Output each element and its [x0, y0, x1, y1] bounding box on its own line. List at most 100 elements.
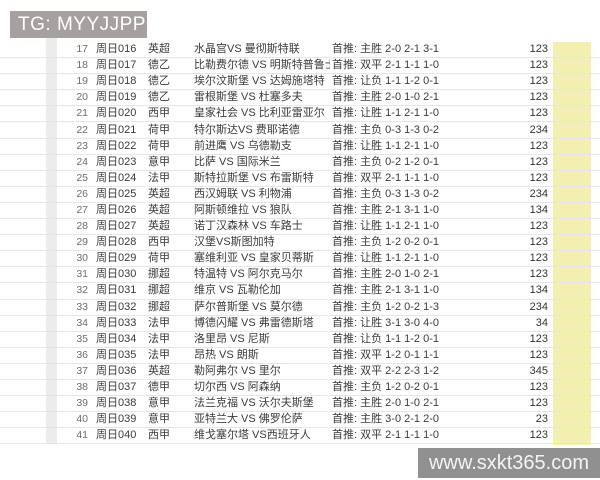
row-number: 18: [76, 59, 88, 72]
row-number: 27: [76, 203, 88, 216]
match-code: 周日026: [96, 203, 137, 216]
match-code: 周日016: [96, 43, 137, 56]
row-number: 23: [76, 139, 88, 152]
odds-value: 123: [529, 91, 548, 104]
recommendation: 首推: 双平 2-1 1-1 1-0: [332, 429, 439, 442]
match-code: 周日025: [96, 187, 137, 200]
odds-value: 123: [529, 220, 548, 233]
match-code: 周日027: [96, 220, 137, 233]
recommendation: 首推: 主胜 2-0 1-0 2-1: [332, 268, 439, 281]
recommendation: 首推: 双平 2-2 2-3 1-2: [332, 364, 439, 377]
row-number: 40: [76, 413, 88, 426]
matchup: 前进鹰 VS 乌德勒支: [194, 139, 292, 152]
recommendation: 首推: 让胜 1-1 2-1 1-0: [332, 252, 439, 265]
row-number: 28: [76, 220, 88, 233]
match-code: 周日032: [96, 300, 137, 313]
recommendation: 首推: 主负 1-2 0-2 0-1: [332, 381, 439, 394]
table-row: 26 周日025 英超 西汉姆联 VS 利物浦 首推: 主负 0-3 1-3 0…: [0, 187, 600, 203]
league-name: 意甲: [148, 155, 170, 168]
matchup: 法兰克福 VS 沃尔夫斯堡: [194, 397, 314, 410]
recommendation: 首推: 主胜 2-0 1-0 2-1: [332, 91, 439, 104]
recommendation: 首推: 双平 2-1 1-1 1-0: [332, 171, 439, 184]
league-name: 意甲: [148, 397, 170, 410]
match-code: 周日033: [96, 316, 137, 329]
match-code: 周日017: [96, 59, 137, 72]
site-watermark-text: www.sxkt365.com: [428, 452, 590, 474]
recommendation: 首推: 主负 0-3 1-3 0-2: [332, 187, 439, 200]
league-name: 挪超: [148, 284, 170, 297]
matchup: 亚特兰大 VS 佛罗伦萨: [194, 413, 303, 426]
league-name: 荷甲: [148, 252, 170, 265]
row-number: 39: [76, 397, 88, 410]
matchup: 诺丁汉森林 VS 车路士: [194, 220, 303, 233]
league-name: 荷甲: [148, 123, 170, 136]
odds-value: 123: [529, 43, 548, 56]
matchup: 斯特拉斯堡 VS 布雷斯特: [194, 171, 314, 184]
match-code: 周日020: [96, 107, 137, 120]
row-number: 41: [76, 429, 88, 442]
match-code: 周日028: [96, 236, 137, 249]
recommendation: 首推: 主负 1-2 0-2 1-3: [332, 300, 439, 313]
matchup: 阿斯顿维拉 VS 狼队: [194, 203, 292, 216]
table-row: 18 周日017 德乙 比勒费尔德 VS 明斯特普鲁士 首推: 双平 2-1 1…: [0, 58, 600, 75]
row-number: 21: [76, 107, 88, 120]
recommendation: 首推: 让胜 1-1 2-1 1-0: [332, 139, 439, 152]
league-name: 西甲: [148, 429, 170, 442]
row-number: 36: [76, 348, 88, 361]
table-row: 27 周日026 英超 阿斯顿维拉 VS 狼队 首推: 主胜 2-1 3-1 1…: [0, 203, 600, 220]
matchup: 萨尔普斯堡 VS 莫尔德: [194, 300, 303, 313]
odds-value: 134: [529, 203, 548, 216]
league-name: 英超: [148, 43, 170, 56]
row-number: 37: [76, 364, 88, 377]
table-row: 25 周日024 法甲 斯特拉斯堡 VS 布雷斯特 首推: 双平 2-1 1-1…: [0, 171, 600, 187]
league-name: 法甲: [148, 316, 170, 329]
league-name: 西甲: [148, 107, 170, 120]
table-row: 29 周日028 西甲 汉堡VS斯图加特 首推: 主负 1-2 0-2 0-1 …: [0, 235, 600, 252]
match-code: 周日034: [96, 332, 137, 345]
odds-value: 345: [529, 364, 548, 377]
recommendation: 首推: 主胜 2-0 1-0 2-1: [332, 397, 439, 410]
matchup: 特温特 VS 阿尔克马尔: [194, 268, 303, 281]
row-number: 17: [76, 43, 88, 56]
row-number: 33: [76, 300, 88, 313]
row-number: 38: [76, 381, 88, 394]
match-code: 周日021: [96, 123, 137, 136]
match-code: 周日024: [96, 171, 137, 184]
recommendation: 首推: 主胜 2-0 2-1 3-1: [332, 43, 439, 56]
table-row: 23 周日022 荷甲 前进鹰 VS 乌德勒支 首推: 让胜 1-1 2-1 1…: [0, 139, 600, 155]
row-number: 30: [76, 252, 88, 265]
tg-watermark: TG: MYYJJPP: [10, 11, 147, 38]
recommendation: 首推: 主负 0-3 1-3 0-2: [332, 123, 439, 136]
matchup: 水晶宫VS 曼彻斯特联: [194, 43, 300, 56]
table-row: 39 周日038 意甲 法兰克福 VS 沃尔夫斯堡 首推: 主胜 2-0 1-0…: [0, 396, 600, 413]
matchup: 特尔斯达VS 费耶诺德: [194, 123, 300, 136]
league-name: 德乙: [148, 75, 170, 88]
league-name: 英超: [148, 364, 170, 377]
match-code: 周日035: [96, 348, 137, 361]
recommendation: 首推: 主胜 2-1 3-1 1-0: [332, 203, 439, 216]
recommendation: 首推: 主胜 2-1 3-1 1-0: [332, 284, 439, 297]
league-name: 英超: [148, 203, 170, 216]
row-number: 35: [76, 332, 88, 345]
matchup: 汉堡VS斯图加特: [194, 236, 275, 249]
league-name: 英超: [148, 220, 170, 233]
row-number: 29: [76, 236, 88, 249]
league-name: 荷甲: [148, 139, 170, 152]
row-number: 20: [76, 91, 88, 104]
odds-value: 123: [529, 155, 548, 168]
matchup: 维戈塞尔塔 VS西班牙人: [194, 429, 311, 442]
odds-value: 123: [529, 139, 548, 152]
matchup: 勒阿弗尔 VS 里尔: [194, 364, 281, 377]
table-row: 38 周日037 德甲 切尔西 VS 阿森纳 首推: 主负 1-2 0-2 0-…: [0, 380, 600, 397]
match-code: 周日018: [96, 75, 137, 88]
odds-value: 123: [529, 348, 548, 361]
site-watermark: www.sxkt365.com: [418, 448, 600, 478]
recommendation: 首推: 让胜 1-1 2-1 1-0: [332, 220, 439, 233]
row-number: 24: [76, 155, 88, 168]
odds-value: 234: [529, 123, 548, 136]
match-code: 周日022: [96, 139, 137, 152]
matchup: 塞维利亚 VS 皇家贝蒂斯: [194, 252, 314, 265]
row-number: 32: [76, 284, 88, 297]
match-code: 周日019: [96, 91, 137, 104]
league-name: 德乙: [148, 91, 170, 104]
